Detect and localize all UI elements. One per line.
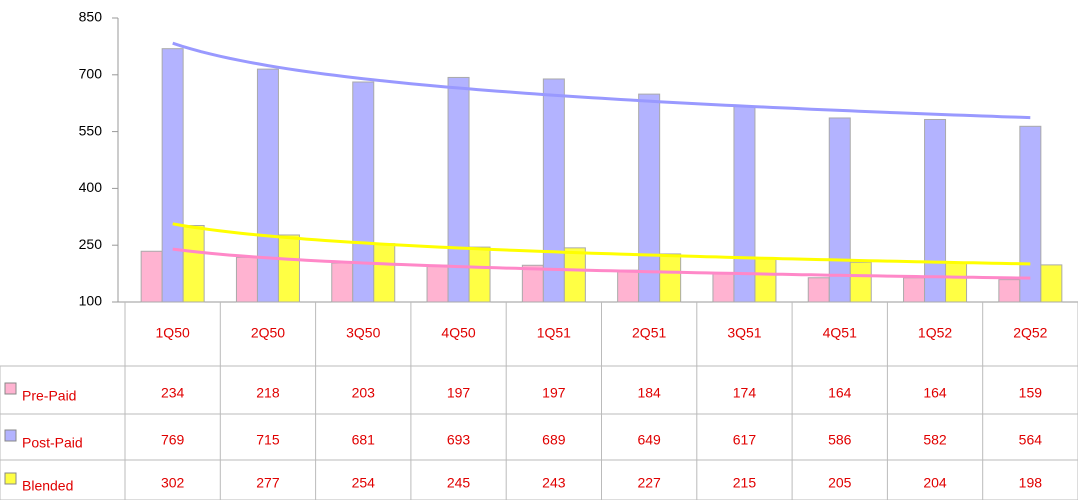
legend-label: Blended (22, 478, 73, 494)
bar (617, 269, 640, 303)
y-tick-label: 250 (79, 236, 103, 252)
bar (828, 117, 851, 303)
x-tick-label: 4Q50 (441, 325, 475, 341)
table-value: 617 (733, 432, 757, 448)
table-value: 215 (733, 475, 757, 491)
table-value: 582 (923, 432, 947, 448)
table-value: 218 (256, 385, 280, 401)
table-value: 277 (256, 475, 280, 491)
y-tick-label: 550 (79, 122, 103, 138)
bar (1019, 125, 1042, 303)
legend-label: Post-Paid (22, 435, 83, 451)
x-tick-label: 1Q52 (918, 325, 952, 341)
table-value: 234 (161, 385, 185, 401)
table-value: 203 (352, 385, 376, 401)
table-value: 245 (447, 475, 471, 491)
table-value: 197 (542, 385, 566, 401)
table-value: 769 (161, 432, 185, 448)
table-value: 227 (637, 475, 661, 491)
legend-marker (4, 429, 17, 442)
bar (998, 279, 1021, 303)
x-tick-label: 1Q50 (156, 325, 190, 341)
bar (373, 243, 396, 303)
table-value: 205 (828, 475, 852, 491)
legend-marker (4, 472, 17, 485)
legend-marker (4, 382, 17, 395)
table-value: 174 (733, 385, 757, 401)
bar (542, 78, 565, 303)
bar (659, 253, 682, 303)
bar (277, 234, 300, 303)
y-tick-label: 850 (79, 9, 103, 25)
x-tick-label: 3Q51 (727, 325, 761, 341)
legend-label: Pre-Paid (22, 388, 76, 404)
bar (521, 264, 544, 303)
x-tick-label: 2Q50 (251, 325, 285, 341)
table-value: 586 (828, 432, 852, 448)
bar (563, 247, 586, 303)
table-value: 184 (637, 385, 661, 401)
trendline (172, 222, 1031, 266)
bar (924, 118, 947, 303)
bar (256, 68, 279, 303)
x-tick-label: 3Q50 (346, 325, 380, 341)
y-tick-label: 100 (79, 293, 103, 309)
bar (807, 277, 830, 303)
bar (849, 261, 872, 303)
table-value: 693 (447, 432, 471, 448)
bar (468, 246, 491, 303)
table-value: 243 (542, 475, 566, 491)
table-value: 689 (542, 432, 566, 448)
bar (638, 93, 661, 303)
bar (182, 225, 205, 303)
table-value: 198 (1019, 475, 1043, 491)
bar (712, 273, 735, 303)
table-value: 197 (447, 385, 471, 401)
x-tick-label: 2Q51 (632, 325, 666, 341)
table-value: 681 (352, 432, 376, 448)
table-value: 649 (637, 432, 661, 448)
x-tick-label: 4Q51 (823, 325, 857, 341)
bar (352, 81, 375, 303)
table-value: 715 (256, 432, 280, 448)
bar (161, 48, 184, 303)
bar (903, 277, 926, 303)
x-tick-label: 2Q52 (1013, 325, 1047, 341)
y-tick-label: 400 (79, 179, 103, 195)
table-value: 302 (161, 475, 185, 491)
table-value: 204 (923, 475, 947, 491)
bar (1040, 264, 1063, 303)
y-tick-label: 700 (79, 66, 103, 82)
table-value: 254 (352, 475, 376, 491)
bar (331, 262, 354, 303)
bar (235, 256, 258, 303)
table-value: 164 (923, 385, 947, 401)
x-tick-label: 1Q51 (537, 325, 571, 341)
table-value: 159 (1019, 385, 1043, 401)
trendline (172, 247, 1031, 280)
bar (426, 264, 449, 303)
bar (447, 76, 470, 303)
bar (140, 250, 163, 303)
table-value: 164 (828, 385, 852, 401)
bar (754, 257, 777, 303)
bar (945, 262, 968, 303)
trendline (172, 41, 1031, 120)
table-value: 564 (1019, 432, 1043, 448)
